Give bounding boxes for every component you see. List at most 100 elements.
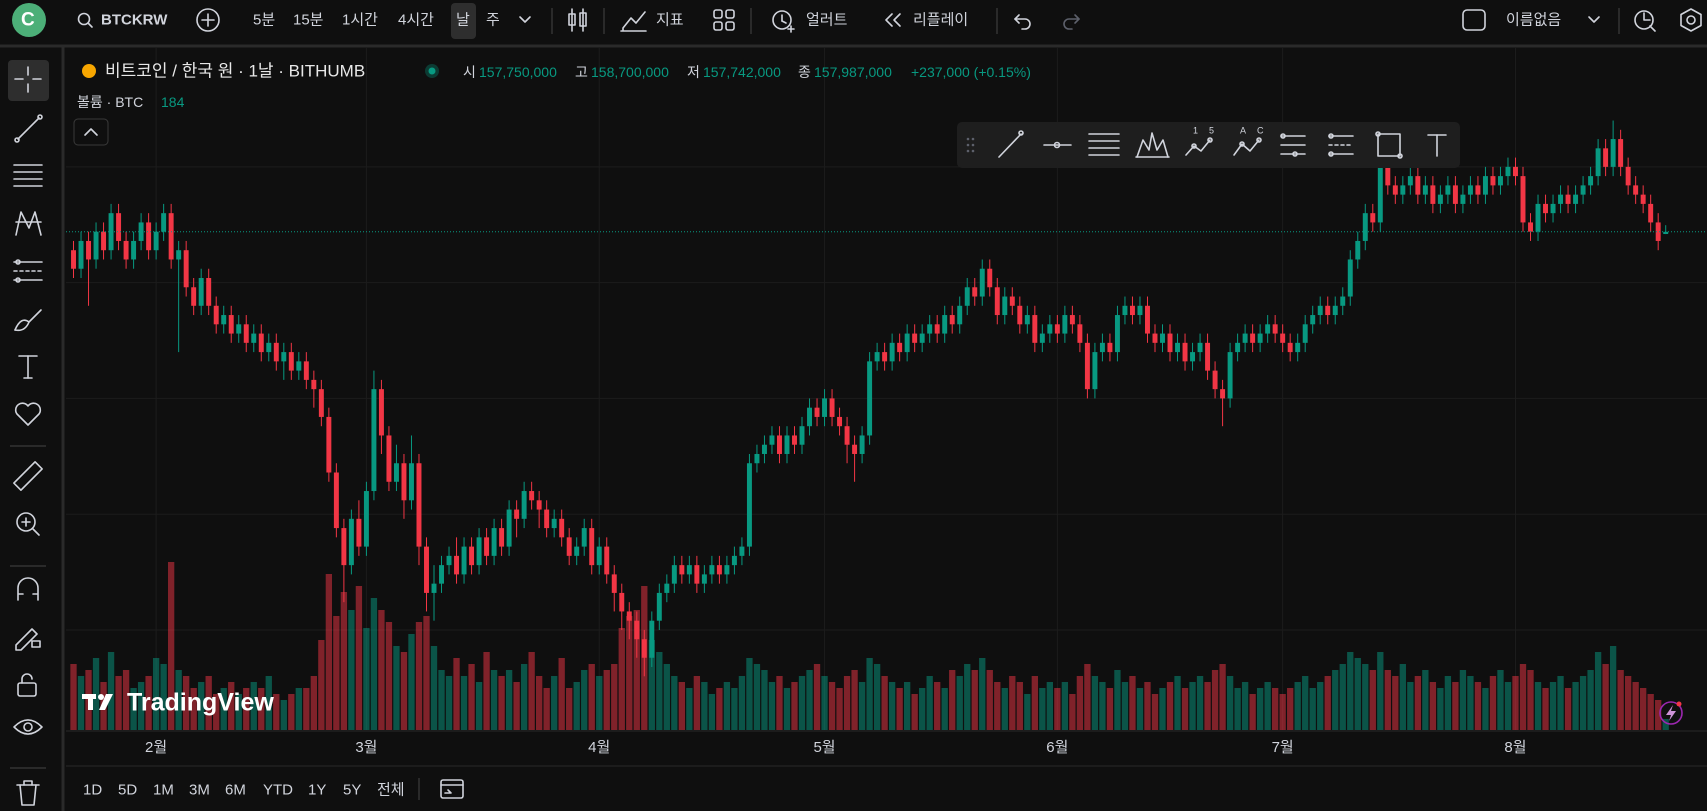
layout-box-icon[interactable] xyxy=(1462,9,1486,31)
ft-text[interactable] xyxy=(1427,134,1447,157)
range-button[interactable]: 1M xyxy=(153,781,174,799)
ft-rectangle[interactable] xyxy=(1375,131,1403,159)
candle-body xyxy=(589,528,595,566)
brush-tool[interactable] xyxy=(14,309,42,332)
candle-body xyxy=(536,500,542,510)
candle-body xyxy=(1160,333,1165,343)
volume-bar xyxy=(1369,670,1376,730)
interval[interactable]: 5분 xyxy=(253,11,276,29)
range-button[interactable]: 1D xyxy=(83,781,103,799)
magnet-tool[interactable] xyxy=(17,577,39,601)
candle-body xyxy=(1122,305,1128,316)
interval[interactable]: 1시간 xyxy=(342,11,378,29)
settings-icon[interactable] xyxy=(1680,8,1702,32)
ft-abcd[interactable] xyxy=(1233,137,1262,156)
candle-body xyxy=(378,389,384,436)
volume-bar xyxy=(1437,688,1444,730)
fib-tool[interactable] xyxy=(13,164,43,187)
range-button[interactable]: 5D xyxy=(118,781,138,799)
undo-icon[interactable] xyxy=(1014,14,1031,30)
candle-body xyxy=(393,463,399,482)
lock-drawing-tool[interactable] xyxy=(15,628,41,651)
text-tool[interactable] xyxy=(18,355,38,379)
visibility-tool[interactable] xyxy=(13,719,43,735)
ruler-tool[interactable] xyxy=(13,461,43,491)
candle-body xyxy=(1084,342,1090,390)
candle-body xyxy=(228,315,234,334)
volume-bar xyxy=(934,682,941,730)
volume-bar xyxy=(1632,682,1639,730)
indicators[interactable]: 지표 xyxy=(656,11,684,29)
volume-bar xyxy=(768,682,776,730)
volume-bar xyxy=(505,670,513,730)
volume-bar xyxy=(994,682,1001,730)
ft-fib[interactable] xyxy=(1088,133,1120,156)
candle-body xyxy=(499,528,505,547)
range-button[interactable]: 3M xyxy=(189,781,210,799)
replay[interactable]: 리플레이 xyxy=(913,11,969,29)
drag-handle[interactable] xyxy=(966,137,975,153)
range-button[interactable]: YTD xyxy=(263,781,293,799)
lightning-badge[interactable] xyxy=(1659,701,1683,725)
trendline-tool[interactable] xyxy=(14,114,43,143)
interval[interactable]: 4시간 xyxy=(398,11,434,29)
range-button[interactable]: 5Y xyxy=(343,781,362,799)
search-icon[interactable] xyxy=(77,12,93,28)
range-button[interactable]: 1Y xyxy=(308,781,327,799)
ft-elliott-label: 5 xyxy=(1209,125,1214,135)
volume-bar xyxy=(468,664,475,730)
zoom-tool[interactable] xyxy=(16,512,40,536)
symbol[interactable]: BTCKRW xyxy=(101,11,168,29)
candle-body xyxy=(709,565,715,575)
range-button[interactable]: 6M xyxy=(225,781,246,799)
candle-body xyxy=(1355,240,1361,260)
interval[interactable]: 15분 xyxy=(293,11,324,29)
volume-bar xyxy=(731,688,738,730)
quick-search-icon[interactable] xyxy=(1634,10,1656,32)
alert-icon[interactable] xyxy=(772,10,795,33)
layout-dropdown[interactable] xyxy=(1588,16,1600,23)
ft-projection[interactable] xyxy=(1280,133,1306,157)
range-button[interactable]: 전체 xyxy=(377,781,405,799)
candle-body xyxy=(611,574,617,593)
volume-bar xyxy=(1362,664,1369,730)
interval-dropdown[interactable] xyxy=(519,16,531,23)
ft-elliott[interactable] xyxy=(1185,137,1213,156)
candle-body xyxy=(116,213,122,241)
volume-bar xyxy=(1399,664,1406,730)
chart-type-icon[interactable] xyxy=(568,8,587,32)
layout-name[interactable]: 이름없음 xyxy=(1506,11,1562,29)
pattern-tool[interactable] xyxy=(15,211,42,236)
ft-pattern[interactable] xyxy=(1135,132,1170,158)
layouts-icon[interactable] xyxy=(713,9,735,31)
collapse-button[interactable] xyxy=(73,118,109,146)
volume-bar xyxy=(1211,670,1219,730)
candle-body xyxy=(1182,342,1188,362)
ft-trendline[interactable] xyxy=(998,130,1024,158)
avatar[interactable] xyxy=(12,3,46,37)
favorite-tool[interactable] xyxy=(14,402,42,426)
ft-forecast[interactable] xyxy=(1328,133,1354,157)
interval-active[interactable]: 날 xyxy=(456,11,470,29)
volume-bar xyxy=(566,688,573,730)
volume-bar xyxy=(1264,682,1271,730)
candle-body xyxy=(679,565,685,575)
volume-bar xyxy=(340,592,348,730)
prediction-tool[interactable] xyxy=(13,259,43,283)
candle-body xyxy=(318,389,324,417)
candle-body xyxy=(919,333,925,343)
candle-body xyxy=(1009,296,1015,306)
goto-date-icon[interactable] xyxy=(440,779,464,799)
lock-tool[interactable] xyxy=(17,673,37,697)
interval[interactable]: 주 xyxy=(486,11,500,29)
alert[interactable]: 얼러트 xyxy=(806,11,848,29)
volume-bar xyxy=(483,652,490,730)
volume-bar xyxy=(393,646,400,730)
redo-icon[interactable] xyxy=(1063,14,1080,30)
indicators-icon[interactable] xyxy=(620,11,647,32)
add-symbol-icon[interactable] xyxy=(196,8,220,32)
delete-tool[interactable] xyxy=(16,780,40,806)
ft-horizontal-ray[interactable] xyxy=(1043,141,1072,149)
crosshair-tool[interactable] xyxy=(14,66,42,93)
replay-icon[interactable] xyxy=(885,13,901,27)
